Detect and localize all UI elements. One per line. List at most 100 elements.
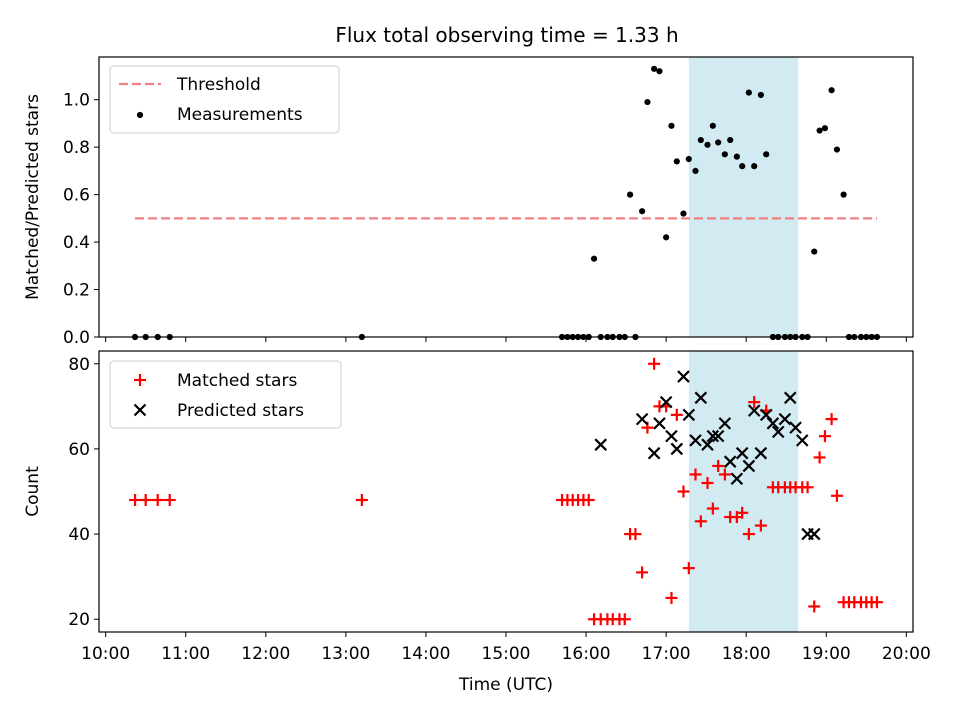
measurement-point (673, 158, 680, 165)
predicted-point (735, 446, 749, 460)
measurement-point (590, 255, 598, 262)
predicted-point (677, 370, 690, 383)
measurement-point (833, 146, 841, 153)
bottom-x-tick-label: 11:00 (161, 644, 210, 664)
predicted-point (711, 429, 725, 443)
top-y-tick-label: 0.4 (63, 233, 90, 253)
legend-matched-symbol (134, 374, 146, 386)
matched-point (682, 562, 695, 575)
bottom-x-tick-label: 14:00 (401, 644, 450, 664)
predicted-point (766, 417, 780, 430)
top-y-tick-label: 0.2 (63, 281, 90, 301)
top-y-tick-label: 1.0 (63, 91, 90, 111)
measurement-point (733, 153, 740, 160)
matched-stars-series (129, 357, 883, 626)
matched-point (870, 596, 883, 609)
predicted-point (706, 429, 720, 443)
matched-point (813, 451, 826, 464)
bottom-x-tick-label: 20:00 (882, 644, 931, 664)
measurement-point (644, 98, 651, 106)
measurement-point (828, 87, 835, 94)
measurement-point (680, 210, 687, 217)
bottom-y-axis: 20 40 60 80 (68, 355, 99, 630)
legend-predicted-symbol (133, 403, 147, 417)
top-y-axis-label: Matched/Predicted stars (23, 94, 43, 300)
matched-point (636, 566, 649, 579)
measurement-point (656, 68, 663, 75)
predicted-point (723, 455, 737, 468)
measurement-point (627, 191, 634, 198)
predicted-point (647, 446, 661, 460)
bottom-plot-frame (98, 350, 914, 633)
x-axis-label: Time (UTC) (458, 675, 553, 695)
predicted-point (694, 391, 708, 405)
measurement-point (685, 155, 692, 163)
measurement-point (663, 234, 670, 241)
matched-point (689, 468, 702, 481)
matched-point (151, 494, 164, 507)
legend-measurements-label: Measurements (177, 105, 303, 125)
matched-point (139, 494, 152, 507)
matched-point (163, 494, 176, 507)
measurement-point (757, 91, 764, 99)
measurement-point (704, 141, 711, 148)
predicted-point (759, 408, 773, 422)
matched-point (648, 357, 661, 370)
matched-point (677, 485, 690, 498)
matched-point (665, 591, 678, 604)
matched-point (808, 600, 821, 613)
bottom-x-tick-label: 10:00 (81, 644, 130, 664)
bottom-y-axis-label: Count (23, 466, 43, 517)
bottom-x-tick-label: 15:00 (482, 644, 531, 664)
legend-plus-marker (134, 374, 146, 386)
bottom-y-tick-label: 60 (68, 440, 90, 460)
predicted-point (789, 421, 802, 434)
matched-point (712, 459, 725, 472)
bottom-x-tick-label: 12:00 (241, 644, 290, 664)
matched-point (355, 494, 368, 507)
matched-point (801, 481, 814, 494)
matched-point (618, 613, 631, 626)
measurement-point (715, 139, 722, 146)
bottom-y-tick-label: 80 (68, 355, 90, 375)
measurement-point (721, 151, 728, 158)
bottom-shaded-span (688, 351, 799, 632)
measurement-point (692, 167, 699, 174)
bottom-x-tick-label: 18:00 (722, 644, 771, 664)
matched-point (736, 506, 749, 519)
legend-matched-label: Matched stars (177, 371, 297, 391)
bottom-y-tick-label: 20 (68, 610, 90, 630)
predicted-point (718, 417, 732, 430)
predicted-point (795, 434, 809, 447)
predicted-point (665, 429, 678, 443)
top-legend: Threshold Measurements (109, 65, 340, 134)
bottom-x-tick-label: 16:00 (562, 644, 611, 664)
measurement-point (811, 248, 818, 255)
measurement-point (651, 65, 658, 72)
bottom-x-tick-label: 17:00 (642, 644, 691, 664)
legend-cross-marker (133, 403, 147, 417)
bottom-x-axis: 10:00 11:00 12:00 13:00 14:00 15:00 16:00 17:00… (81, 632, 931, 664)
predicted-point (742, 459, 756, 473)
predicted-point (682, 408, 696, 422)
matched-point (582, 494, 595, 507)
measurement-point (821, 125, 829, 132)
legend-predicted-label: Predicted stars (177, 401, 304, 421)
predicted-point (783, 391, 797, 405)
top-legend-box (109, 65, 340, 134)
matched-point (742, 528, 755, 541)
measurement-point (816, 127, 823, 134)
top-panel: 0.0 0.2 0.4 0.6 0.8 1.0 Matched/Predicted sta… (23, 56, 914, 348)
top-shaded-span (688, 57, 799, 337)
predicted-point (670, 442, 684, 456)
matched-point (701, 476, 714, 489)
bottom-x-tick-label: 19:00 (802, 644, 851, 664)
matched-point (129, 494, 142, 507)
measurement-point (840, 191, 847, 198)
measurement-point (763, 151, 770, 158)
matched-point (694, 515, 707, 528)
measurement-point (727, 136, 734, 144)
top-y-tick-label: 0.0 (63, 328, 90, 348)
predicted-point (730, 472, 744, 486)
